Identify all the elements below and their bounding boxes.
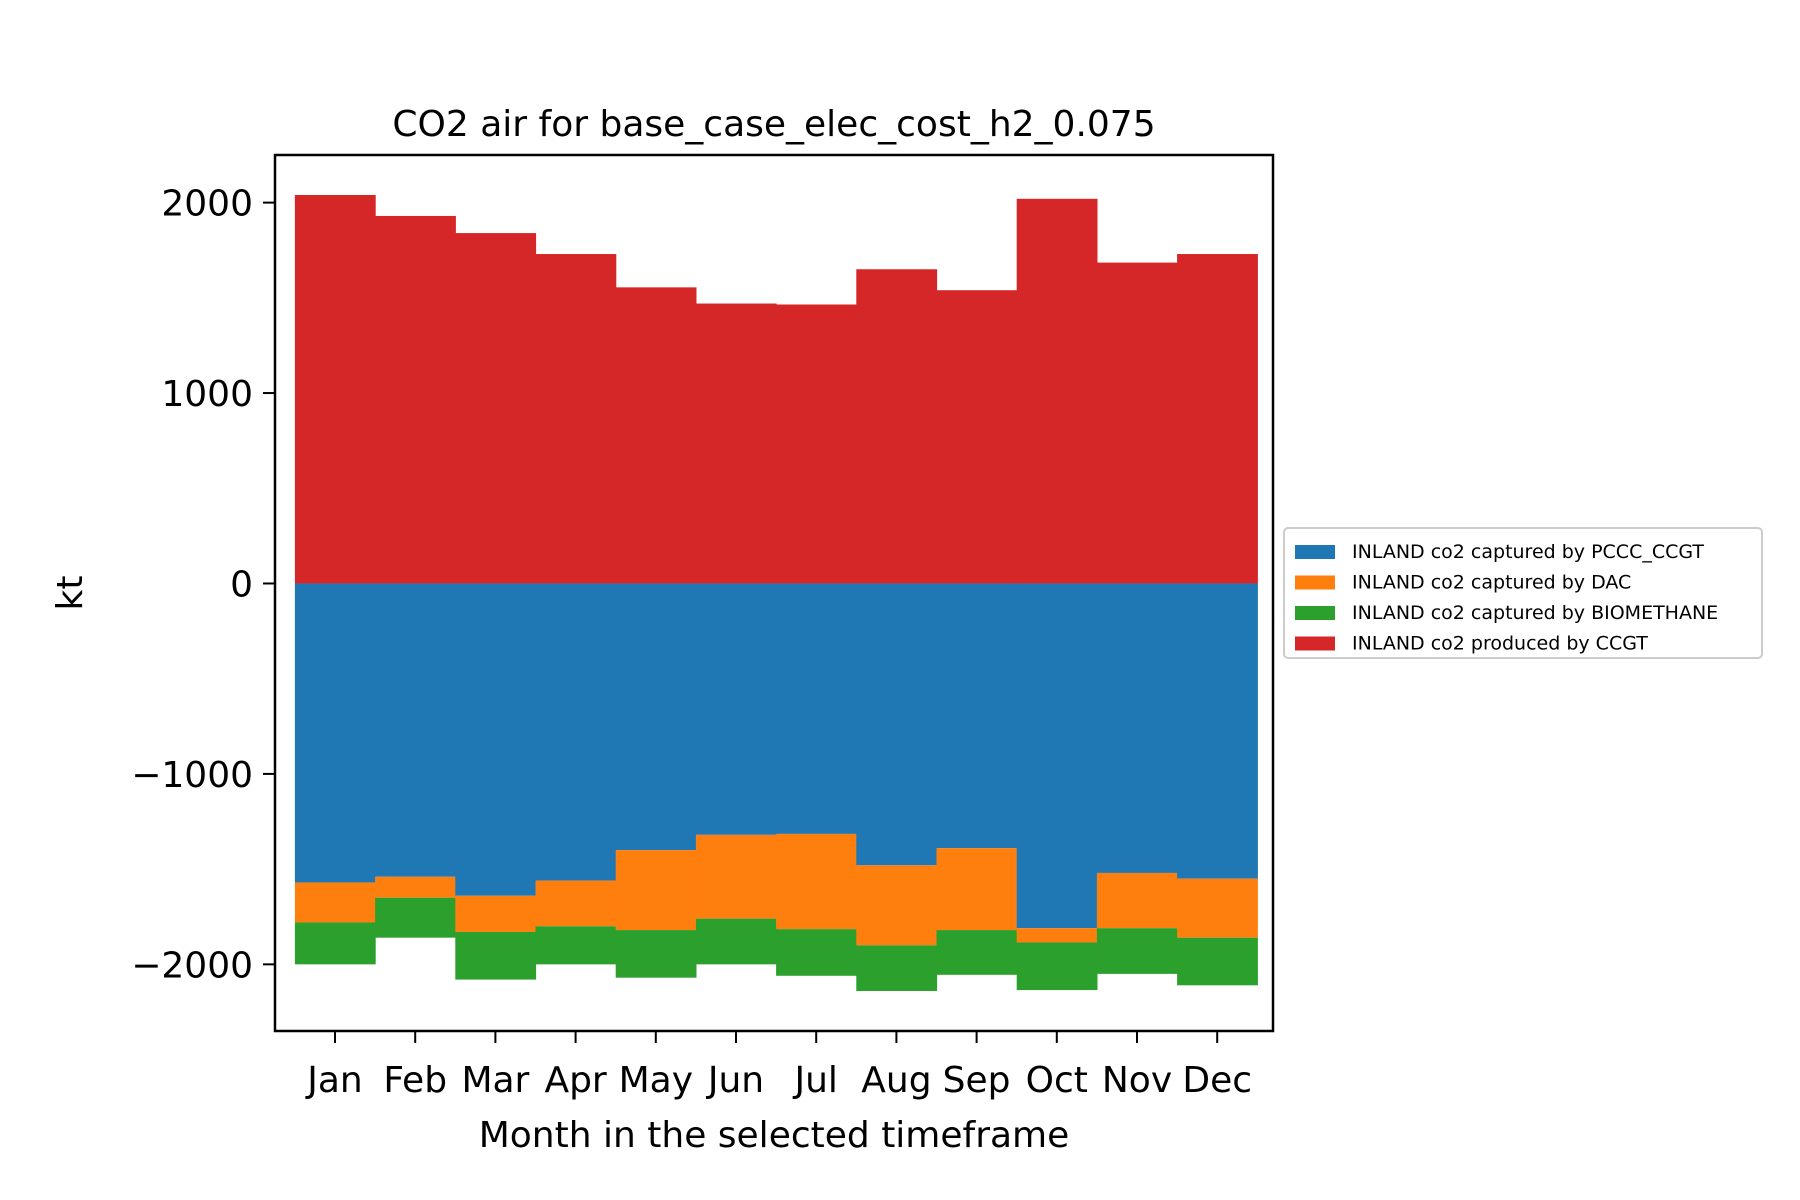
legend-entry-label: INLAND co2 captured by DAC bbox=[1352, 572, 1631, 594]
bar-nov-series-4 bbox=[1096, 262, 1178, 584]
bar-feb-series-2 bbox=[375, 876, 456, 898]
bar-oct-series-4 bbox=[1016, 198, 1098, 584]
bar-mar-series-2 bbox=[455, 895, 537, 932]
x-tick-label: Mar bbox=[461, 1060, 529, 1101]
bar-aug-series-3 bbox=[856, 945, 938, 991]
bar-aug-series-2 bbox=[856, 865, 938, 946]
legend-swatch bbox=[1295, 545, 1335, 559]
bar-jun-series-1 bbox=[695, 583, 777, 835]
y-tick-label: −1000 bbox=[131, 755, 253, 796]
plot-frame bbox=[273, 153, 1275, 1033]
x-tick-label: Dec bbox=[1182, 1060, 1252, 1101]
bar-jan-series-3 bbox=[294, 922, 376, 965]
x-axis-label: Month in the selected timeframe bbox=[479, 1115, 1070, 1156]
bar-apr-series-2 bbox=[535, 880, 617, 927]
bars-layer bbox=[294, 194, 1258, 991]
x-tick-label: Jun bbox=[706, 1060, 764, 1101]
x-tick-label: Nov bbox=[1102, 1060, 1172, 1101]
x-tick-label: Apr bbox=[544, 1060, 606, 1101]
x-tick-label: Jan bbox=[305, 1060, 363, 1101]
legend-swatch bbox=[1295, 606, 1335, 620]
x-tick-label: May bbox=[619, 1060, 693, 1101]
y-axis: −2000 −1000 0 1000 2000 bbox=[131, 184, 275, 986]
bar-sep-series-4 bbox=[936, 290, 1018, 584]
bar-aug-series-4 bbox=[856, 269, 938, 584]
bar-mar-series-1 bbox=[455, 583, 537, 896]
bar-nov-series-1 bbox=[1096, 583, 1178, 873]
x-tick-label: Feb bbox=[383, 1060, 447, 1101]
y-tick-label: −2000 bbox=[131, 945, 253, 986]
bar-jun-series-2 bbox=[695, 834, 777, 919]
bar-oct-series-1 bbox=[1016, 583, 1098, 929]
bar-apr-series-4 bbox=[535, 254, 617, 584]
bar-jan-series-2 bbox=[294, 882, 376, 923]
bar-mar-series-4 bbox=[455, 233, 537, 584]
bar-may-series-1 bbox=[615, 583, 697, 851]
bar-oct-series-2 bbox=[1016, 928, 1098, 943]
bar-sep-series-1 bbox=[936, 583, 1018, 849]
chart-title: CO2 air for base_case_elec_cost_h2_0.075 bbox=[392, 104, 1155, 145]
bar-dec-series-2 bbox=[1177, 878, 1258, 938]
legend: INLAND co2 captured by PCCC_CCGT INLAND c… bbox=[1283, 527, 1763, 659]
bar-dec-series-4 bbox=[1177, 254, 1258, 584]
x-tick-label: Oct bbox=[1026, 1060, 1088, 1101]
bar-feb-series-4 bbox=[375, 215, 456, 584]
bar-jul-series-3 bbox=[776, 929, 857, 976]
y-tick-label: 0 bbox=[230, 564, 253, 605]
bar-feb-series-3 bbox=[375, 897, 456, 938]
bar-oct-series-3 bbox=[1016, 942, 1098, 991]
x-axis: Jan Feb Mar Apr May Jun Jul Aug Sep Oct Nov Dec bbox=[305, 1031, 1252, 1101]
y-tick-label: 1000 bbox=[161, 374, 253, 415]
bar-apr-series-3 bbox=[535, 926, 617, 965]
bar-dec-series-3 bbox=[1177, 937, 1258, 986]
x-tick-label: Jul bbox=[792, 1060, 837, 1101]
bar-nov-series-3 bbox=[1096, 928, 1178, 974]
bar-mar-series-3 bbox=[455, 931, 537, 980]
bar-apr-series-1 bbox=[535, 583, 617, 881]
bar-jun-series-3 bbox=[695, 918, 777, 965]
bar-jan-series-4 bbox=[294, 194, 376, 584]
y-tick-label: 2000 bbox=[161, 184, 253, 225]
bar-may-series-3 bbox=[615, 930, 697, 978]
bar-nov-series-2 bbox=[1096, 872, 1178, 929]
bar-sep-series-2 bbox=[936, 848, 1018, 931]
x-tick-label: Aug bbox=[861, 1060, 931, 1101]
legend-entry-label: INLAND co2 captured by PCCC_CCGT bbox=[1352, 541, 1704, 563]
legend-entry-label: INLAND co2 produced by CCGT bbox=[1352, 633, 1648, 655]
bar-feb-series-1 bbox=[375, 583, 456, 877]
bar-aug-series-1 bbox=[856, 583, 938, 866]
legend-entry-label: INLAND co2 captured by BIOMETHANE bbox=[1352, 602, 1718, 624]
x-tick-label: Sep bbox=[943, 1060, 1011, 1101]
bar-jul-series-1 bbox=[776, 583, 857, 834]
bar-jun-series-4 bbox=[695, 303, 777, 584]
bar-may-series-4 bbox=[615, 287, 697, 584]
bar-jul-series-2 bbox=[776, 833, 857, 930]
bar-dec-series-1 bbox=[1177, 583, 1258, 879]
bar-jul-series-4 bbox=[776, 304, 857, 584]
bar-may-series-2 bbox=[615, 850, 697, 931]
legend-box bbox=[1283, 527, 1763, 659]
legend-swatch bbox=[1295, 636, 1335, 651]
bar-sep-series-3 bbox=[936, 930, 1018, 975]
bar-jan-series-1 bbox=[294, 583, 376, 883]
y-axis-label: kt bbox=[50, 576, 91, 611]
legend-swatch bbox=[1295, 575, 1335, 590]
